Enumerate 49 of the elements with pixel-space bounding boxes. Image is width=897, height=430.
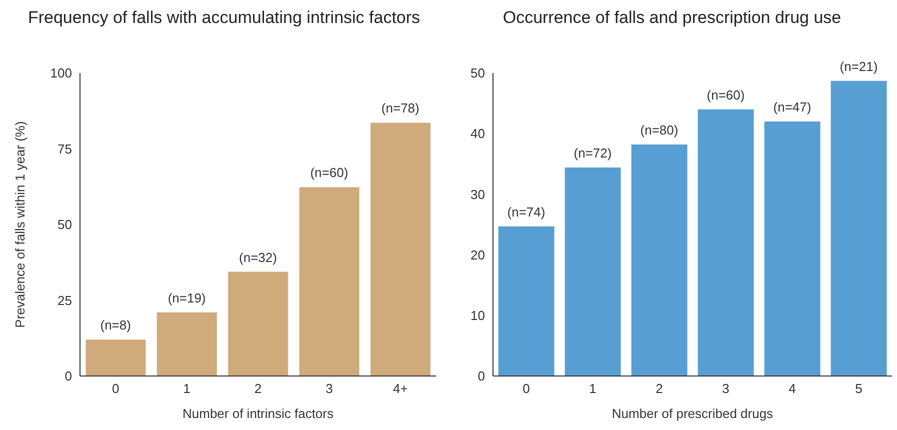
annotation: (n=8)	[100, 318, 131, 333]
y-tick-label: 30	[470, 186, 485, 202]
y-axis-title: Prevalence of falls within 1 year (%)	[12, 121, 28, 328]
x-axis-title: Number of intrinsic factors	[182, 406, 334, 421]
annotation: (n=78)	[381, 100, 420, 116]
x-tick-label: 3	[722, 381, 730, 396]
annotation: (n=74)	[507, 204, 546, 220]
annotation: (n=32)	[239, 250, 277, 265]
x-tick-label: 1	[589, 381, 596, 396]
bar	[86, 340, 146, 376]
annotation: (n=47)	[773, 99, 812, 114]
x-axis-title: Number of prescribed drugs	[612, 406, 774, 421]
bar	[299, 187, 360, 376]
x-tick-label: 3	[326, 381, 333, 396]
y-tick-label: 40	[470, 126, 485, 142]
y-tick-label: 0	[64, 368, 72, 384]
bar	[370, 122, 430, 376]
chart-title: Occurrence of falls and prescription drug use	[502, 7, 842, 29]
y-tick-label: 100	[50, 66, 72, 81]
y-tick-label: 50	[58, 217, 72, 232]
bar	[830, 80, 887, 376]
bar	[564, 168, 621, 376]
bar	[631, 144, 688, 376]
x-tick-label: 4	[788, 381, 796, 396]
chart-title: Frequency of falls with accumulating intrinsic factors	[26, 7, 422, 29]
y-tick-label: 50	[470, 66, 485, 81]
bar	[764, 121, 820, 376]
x-tick-label: 1	[183, 381, 190, 396]
annotation: (n=19)	[168, 290, 206, 306]
bar	[228, 272, 288, 376]
annotation: (n=21)	[840, 58, 878, 74]
bar	[698, 109, 754, 376]
bar	[498, 226, 554, 376]
bar	[156, 312, 217, 376]
x-tick-label: 5	[855, 381, 862, 396]
x-tick-label: 0	[522, 381, 530, 396]
y-tick-label: 20	[470, 247, 485, 262]
annotation: (n=80)	[640, 122, 678, 138]
annotation: (n=60)	[706, 87, 745, 102]
y-tick-label: 0	[478, 368, 485, 384]
annotation: (n=72)	[574, 146, 612, 161]
y-tick-label: 75	[58, 141, 72, 156]
x-tick-label: 2	[254, 381, 262, 396]
y-tick-label: 25	[58, 292, 72, 308]
x-tick-label: 0	[112, 381, 120, 396]
annotation: (n=60)	[310, 165, 348, 180]
y-tick-label: 10	[470, 308, 485, 324]
x-tick-label: 2	[656, 381, 663, 396]
x-tick-label: 4+	[392, 381, 408, 396]
